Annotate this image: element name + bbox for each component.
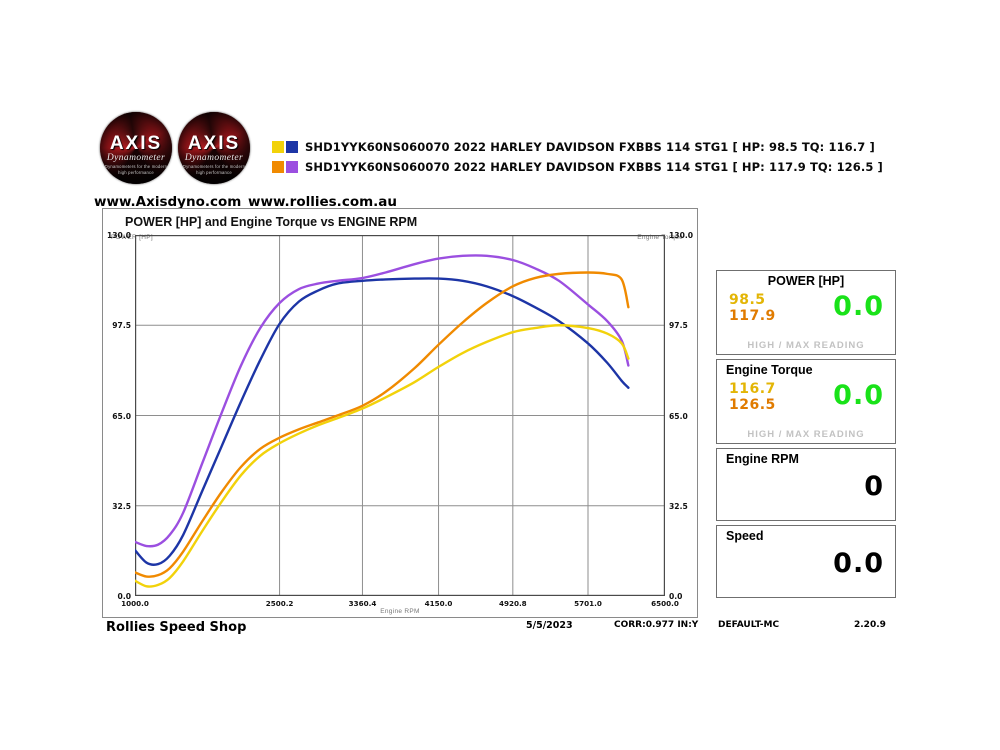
footer-date: 5/5/2023 [526,620,573,631]
y-axis-label-power: POWER [HP] [111,234,154,241]
y-axis-tick-label: 97.5 [112,321,131,331]
readout-torque-live: 0.0 [833,380,884,411]
x-axis-tick-label: 6500.0 [651,599,679,608]
readout-panel-group: POWER [HP] 98.5 117.9 0.0 HIGH / MAX REA… [716,270,896,602]
report-footer: Rollies Speed Shop 5/5/2023 CORR:0.977 I… [102,620,898,642]
logo-tagline-secondary: Dynamometers for the modern high perform… [182,164,246,175]
readout-panel-speed[interactable]: Speed 0.0 [716,525,896,598]
series-line-torque-baseline [135,324,630,588]
axisdyno-url[interactable]: www.Axisdyno.com [94,194,242,210]
readout-title-engine-rpm: Engine RPM [726,452,799,466]
readout-panel-power[interactable]: POWER [HP] 98.5 117.9 0.0 HIGH / MAX REA… [716,270,896,355]
legend-swatch-hp-baseline [286,140,298,153]
legend-swatch-torque-modified [272,160,284,173]
series-line-torque-modified [135,271,630,578]
readout-values-power: 98.5 117.9 [729,292,776,324]
footer-version: 2.20.9 [854,620,886,630]
y-axis-tick-label: 32.5 [112,501,131,511]
logo-text-block-secondary: AXIS Dynamometer Dynamometers for the mo… [178,134,250,176]
dyno-chart[interactable]: POWER [HP] and Engine Torque vs ENGINE R… [102,208,698,618]
logo-axis-word: AXIS [109,133,163,154]
logo-tagline: Dynamometers for the modern high perform… [104,164,168,175]
y2-axis-tick-label: 97.5 [669,321,688,331]
readout-footer-power: HIGH / MAX READING [747,340,865,351]
readout-power-modified: 117.9 [729,308,776,324]
readout-body-torque: 116.7 126.5 0.0 [717,377,895,429]
footer-correction-factor: CORR:0.977 IN:Y [614,620,699,630]
legend-row: SHD1YYK60NS060070 2022 HARLEY DAVIDSON F… [272,138,883,155]
chart-title: POWER [HP] and Engine Torque vs ENGINE R… [125,215,418,229]
logo-dynamometer-word-secondary: Dynamometer [184,153,244,163]
readout-values-torque: 116.7 126.5 [729,381,776,413]
readout-power-baseline: 98.5 [729,292,766,308]
legend-row: SHD1YYK60NS060070 2022 HARLEY DAVIDSON F… [272,158,883,175]
legend-swatch-torque-baseline [272,140,284,153]
x-axis-tick-label: 4150.0 [424,599,453,608]
report-header: AXIS Dynamometer Dynamometers for the mo… [94,112,950,210]
axis-dynamometer-logo-secondary: AXIS Dynamometer Dynamometers for the mo… [178,112,250,184]
chart-plot-area [135,235,665,596]
chart-svg [135,235,665,596]
readout-panel-engine-rpm[interactable]: Engine RPM 0 [716,448,896,521]
chart-legend: SHD1YYK60NS060070 2022 HARLEY DAVIDSON F… [272,138,883,178]
y2-axis-tick-label: 32.5 [669,501,688,511]
y-axis-tick-label: 130.0 [106,231,131,240]
plot-frame [135,235,665,596]
y2-axis-tick-label: 130.0 [669,231,694,240]
legend-label-run-1: SHD1YYK60NS060070 2022 HARLEY DAVIDSON F… [305,139,875,154]
logo-text-block: AXIS Dynamometer Dynamometers for the mo… [100,134,172,176]
readout-power-live: 0.0 [833,291,884,322]
readout-title-power: POWER [HP] [767,274,845,288]
y-axis-tick-label: 0.0 [117,592,131,601]
y2-axis-tick-label: 65.0 [669,411,688,421]
x-axis-tick-label: 5701.0 [574,599,602,608]
series-line-hp-baseline [135,277,630,566]
footer-shop-name: Rollies Speed Shop [106,620,247,635]
footer-profile: DEFAULT-MC [718,620,780,630]
readout-title-speed: Speed [726,529,764,543]
legend-swatch-hp-modified [286,160,298,173]
readout-engine-rpm-live: 0 [864,471,884,502]
series-line-hp-modified [135,254,630,548]
readout-panel-torque[interactable]: Engine Torque 116.7 126.5 0.0 HIGH / MAX… [716,359,896,444]
readout-speed-live: 0.0 [833,548,884,579]
readout-title-torque: Engine Torque [726,363,813,377]
x-axis-tick-label: 3360.4 [348,599,377,608]
axis-dynamometer-logo: AXIS Dynamometer Dynamometers for the mo… [100,112,172,184]
readout-body-power: 98.5 117.9 0.0 [717,288,895,340]
readout-torque-baseline: 116.7 [729,381,776,397]
logo-axis-word-secondary: AXIS [187,133,241,154]
logo-dynamometer-word: Dynamometer [106,153,166,163]
x-axis-tick-label: 1000.0 [121,599,149,608]
x-axis-tick-label: 2500.2 [265,599,294,608]
readout-torque-modified: 126.5 [729,397,776,413]
x-axis-tick-label: 4920.8 [498,599,527,608]
readout-body-engine-rpm: 0 [717,466,895,510]
y2-axis-tick-label: 0.0 [669,592,683,601]
legend-label-run-2: SHD1YYK60NS060070 2022 HARLEY DAVIDSON F… [305,159,883,174]
y-axis-tick-label: 65.0 [112,411,131,421]
readout-body-speed: 0.0 [717,543,895,587]
readout-footer-torque: HIGH / MAX READING [747,429,865,440]
y2-axis-label-torque: Engine Torque [637,234,683,241]
rollies-url[interactable]: www.rollies.com.au [248,194,398,210]
x-axis-label-rpm: Engine RPM [380,608,420,615]
